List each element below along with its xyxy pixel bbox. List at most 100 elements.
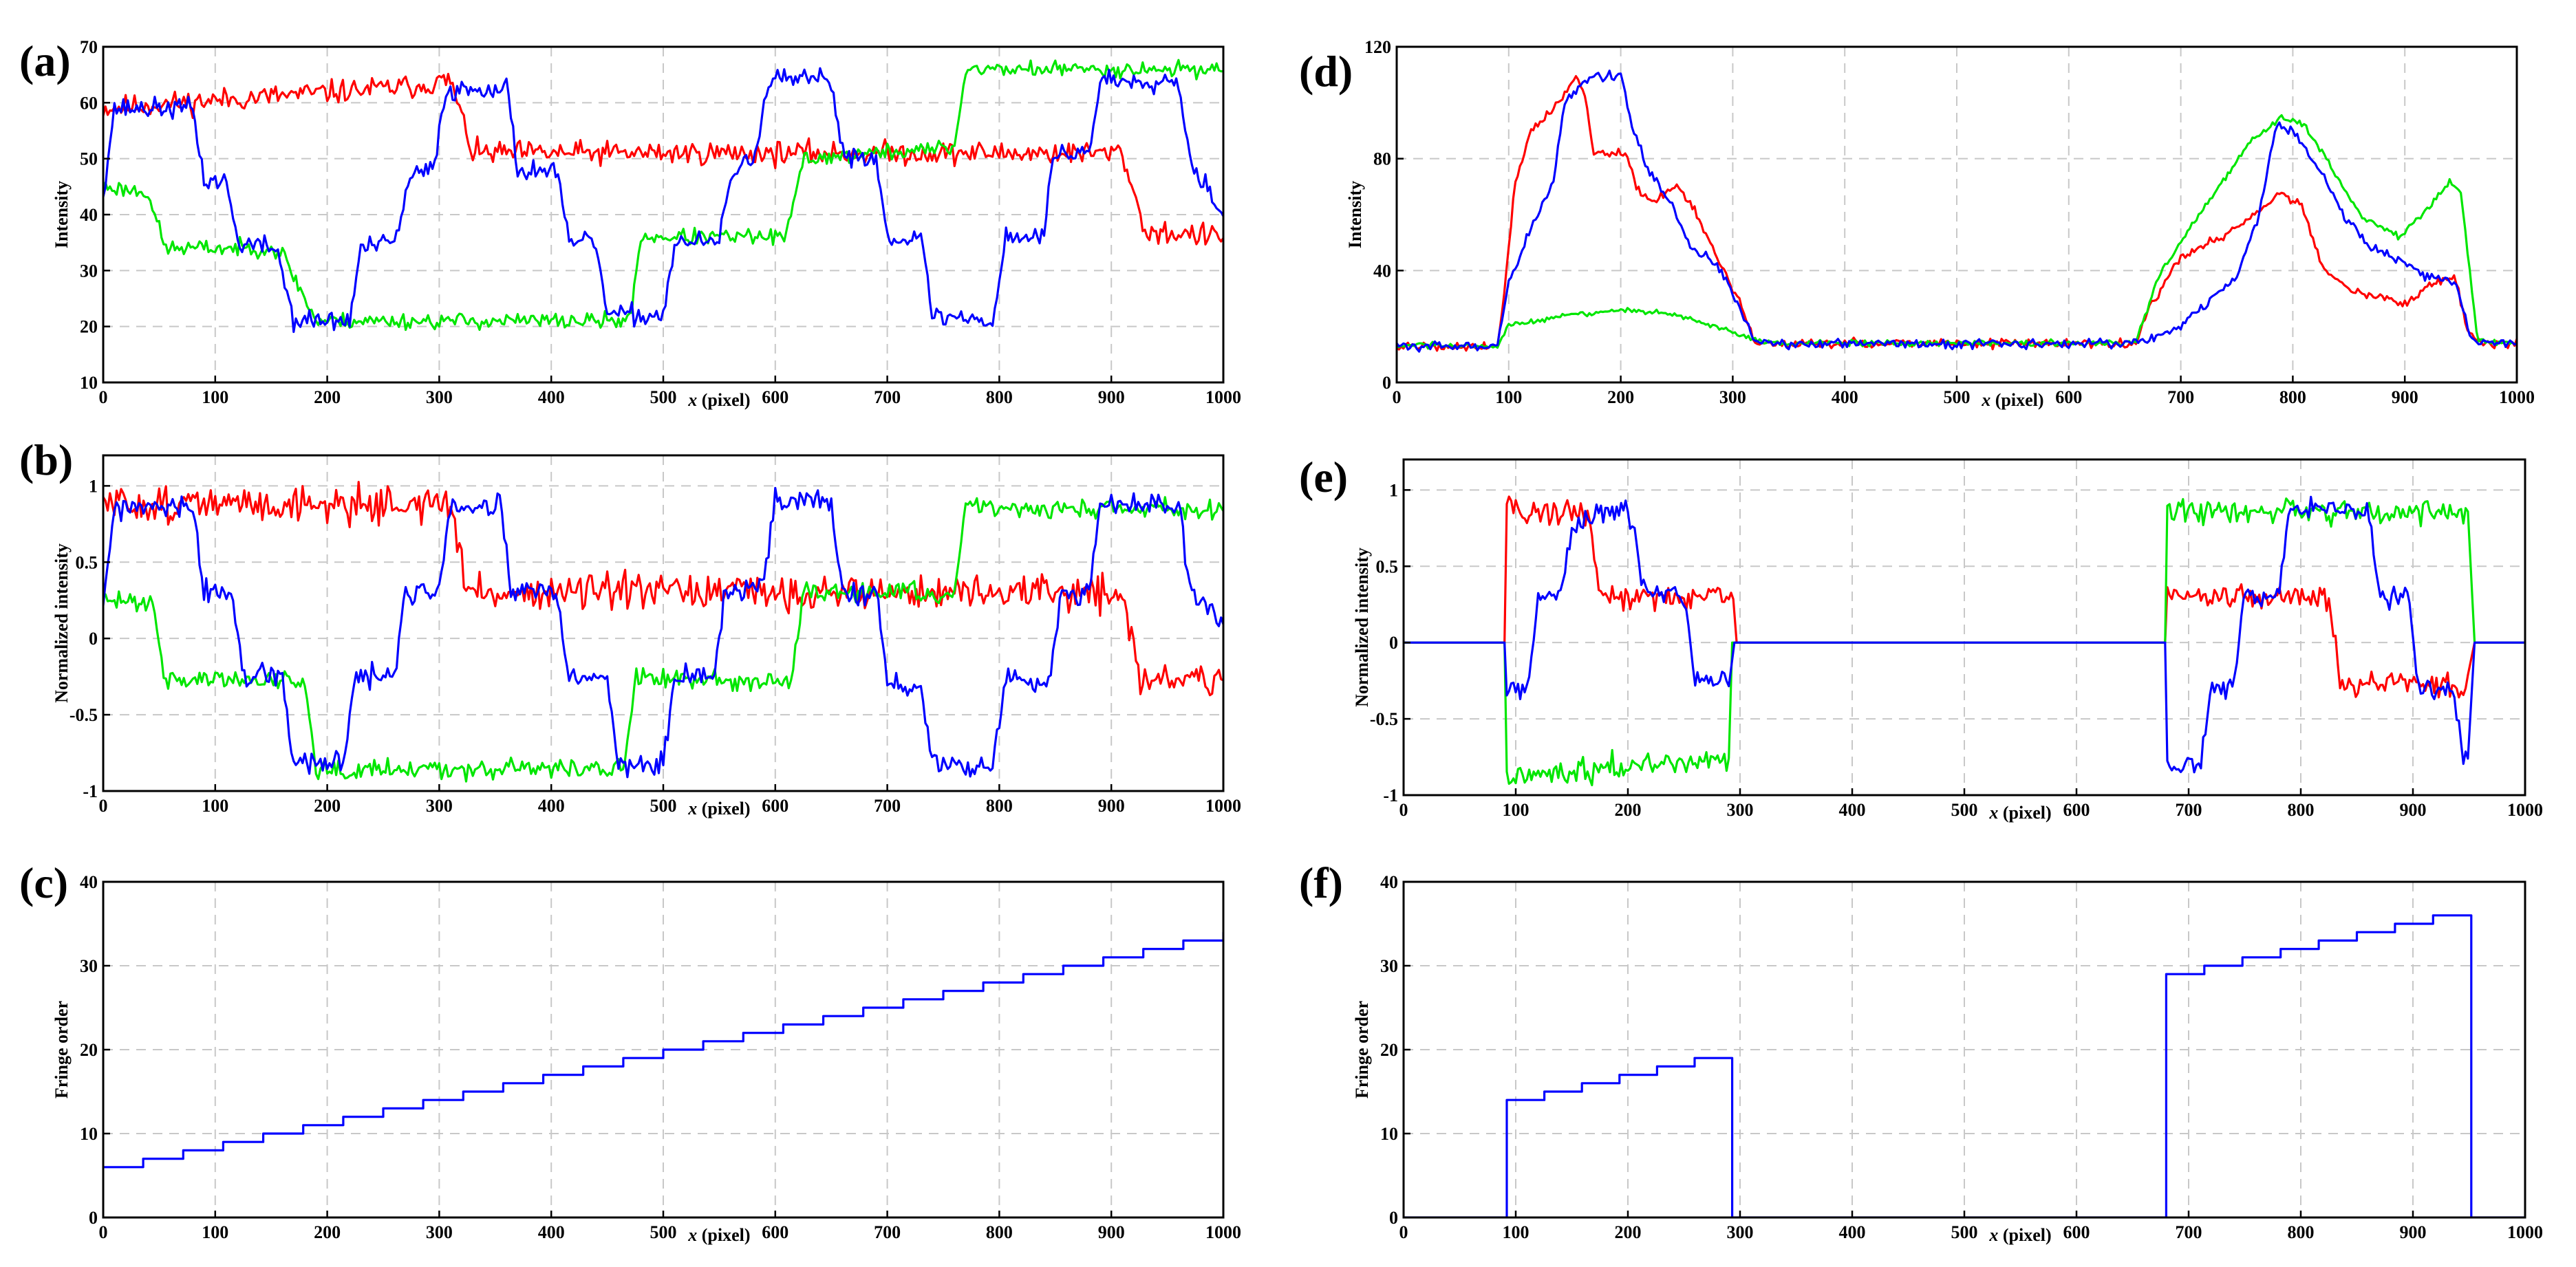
x-tick-label: 1000: [1205, 387, 1241, 407]
panel-a: 0 100 200 300 400 500 600 700 800 900 1000 10 20 30 40…: [19, 36, 1241, 410]
series-line-green: [103, 58, 1223, 332]
series-line-green: [103, 496, 1223, 783]
panel-d: 0 100 200 300 400 500 600 700 800 900 1000 0 40 80 120…: [1299, 37, 2535, 410]
series-line-blue: [103, 67, 1223, 334]
x-tick-label: 100: [202, 387, 228, 407]
series-group: [103, 481, 1223, 783]
panel-f: 0 100 200 300 400 500 600 700 800 900 1000 0 10 20 30 4…: [1299, 858, 2543, 1245]
x-tick-label: 300: [1727, 1222, 1754, 1242]
x-tick-label: 1000: [2507, 800, 2543, 820]
y-tick-label: 0: [1389, 1208, 1398, 1228]
panel-e: 0 100 200 300 400 500 600 700 800 900 1000 -1 -0.5 0 0…: [1299, 453, 2543, 823]
x-axis-label-var: x: [1981, 390, 1990, 410]
y-axis-label: Intensity: [1345, 181, 1365, 248]
y-tick-label: 0: [1382, 373, 1391, 393]
series-line-red: [1397, 75, 2517, 352]
x-axis-label-unit: (pixel): [697, 1225, 750, 1245]
x-tick-label: 200: [314, 796, 341, 816]
x-axis-label: x (pixel): [687, 799, 750, 819]
x-tick-label: 900: [1098, 387, 1125, 407]
x-tick-label: 700: [874, 387, 901, 407]
x-tick-label: 600: [2055, 387, 2082, 407]
x-tick-label: 200: [314, 387, 341, 407]
x-tick-label: 200: [1615, 800, 1642, 820]
x-tick-label: 800: [2288, 800, 2315, 820]
x-tick-label: 700: [874, 796, 901, 816]
x-axis-label-var: x: [1988, 1225, 1998, 1245]
x-axis-label: x (pixel): [687, 390, 750, 410]
x-axis-label-var: x: [1988, 803, 1998, 823]
x-tick-label: 300: [426, 387, 453, 407]
x-tick-label: 900: [2400, 1222, 2427, 1242]
x-tick-label: 600: [2063, 800, 2090, 820]
y-tick-label: 40: [80, 205, 98, 225]
x-tick-label: 400: [1839, 800, 1866, 820]
x-tick-label: 100: [202, 1222, 228, 1242]
y-tick-label: 10: [80, 373, 98, 393]
x-tick-label: 400: [538, 387, 565, 407]
x-tick-label: 500: [650, 796, 677, 816]
x-tick-label: 0: [99, 387, 108, 407]
x-tick-label: 600: [762, 387, 788, 407]
panel-label: (e): [1299, 453, 1348, 501]
series-line-blue: [103, 486, 1223, 779]
x-tick-label: 900: [1098, 796, 1125, 816]
x-tick-label: 800: [986, 387, 1013, 407]
x-tick-label: 100: [1503, 800, 1530, 820]
x-tick-label: 800: [2279, 387, 2306, 407]
x-tick-label: 300: [426, 1222, 453, 1242]
y-tick-label: 40: [1380, 872, 1398, 892]
x-tick-label: 700: [2167, 387, 2194, 407]
y-tick-label: 40: [1373, 261, 1391, 281]
y-axis-label: Normalized intensity: [52, 543, 72, 703]
x-tick-label: 800: [986, 1222, 1013, 1242]
x-tick-label: 500: [650, 1222, 677, 1242]
x-tick-label: 600: [762, 796, 788, 816]
x-tick-label: 800: [2288, 1222, 2315, 1242]
x-tick-label: 700: [2176, 1222, 2202, 1242]
x-tick-label: 800: [986, 796, 1013, 816]
x-tick-label: 1000: [1205, 796, 1241, 816]
y-tick-label: 120: [1364, 37, 1391, 57]
y-tick-label: 1: [89, 476, 98, 496]
x-tick-label: 400: [1832, 387, 1858, 407]
x-tick-label: 0: [1399, 1222, 1408, 1242]
y-tick-label: 20: [1380, 1040, 1398, 1060]
panel-label: (a): [19, 36, 71, 85]
y-tick-label: 0.5: [76, 552, 98, 572]
x-tick-label: 500: [650, 387, 677, 407]
x-tick-label: 0: [1393, 387, 1402, 407]
y-tick-label: 30: [1380, 956, 1398, 976]
y-tick-label: -1: [83, 781, 98, 801]
x-tick-label: 500: [1951, 800, 1978, 820]
x-axis-label: x (pixel): [1988, 1225, 2051, 1245]
x-tick-label: 300: [1727, 800, 1754, 820]
x-tick-label: 900: [1098, 1222, 1125, 1242]
panel-b: 0 100 200 300 400 500 600 700 800 900 1000 -1 -0.5 0 0…: [19, 435, 1241, 819]
x-tick-label: 300: [1719, 387, 1746, 407]
series-line-blue: [103, 932, 1223, 1169]
series-line-blue: [1397, 69, 2517, 353]
y-axis-label: Normalized intensity: [1352, 548, 1372, 707]
x-tick-label: 900: [2400, 800, 2427, 820]
y-tick-label: 1: [1389, 480, 1398, 500]
x-tick-label: 200: [1615, 1222, 1642, 1242]
x-tick-label: 1000: [2507, 1222, 2543, 1242]
x-axis-label-var: x: [687, 1225, 697, 1245]
series-line-blue: [1404, 495, 2524, 774]
panel-label: (c): [19, 858, 68, 907]
y-tick-label: 10: [1380, 1124, 1398, 1144]
x-tick-label: 400: [1839, 1222, 1866, 1242]
x-axis-label: x (pixel): [687, 1225, 750, 1245]
x-tick-label: 500: [1951, 1222, 1978, 1242]
x-tick-label: 100: [202, 796, 228, 816]
y-tick-label: 0.5: [1376, 556, 1399, 576]
x-axis-label-unit: (pixel): [697, 390, 750, 410]
x-axis-label-unit: (pixel): [1998, 803, 2051, 823]
series-line-red: [103, 72, 1223, 246]
x-tick-label: 600: [762, 1222, 788, 1242]
x-tick-label: 300: [426, 796, 453, 816]
y-tick-label: 0: [89, 629, 98, 649]
y-tick-label: 80: [1373, 149, 1391, 169]
